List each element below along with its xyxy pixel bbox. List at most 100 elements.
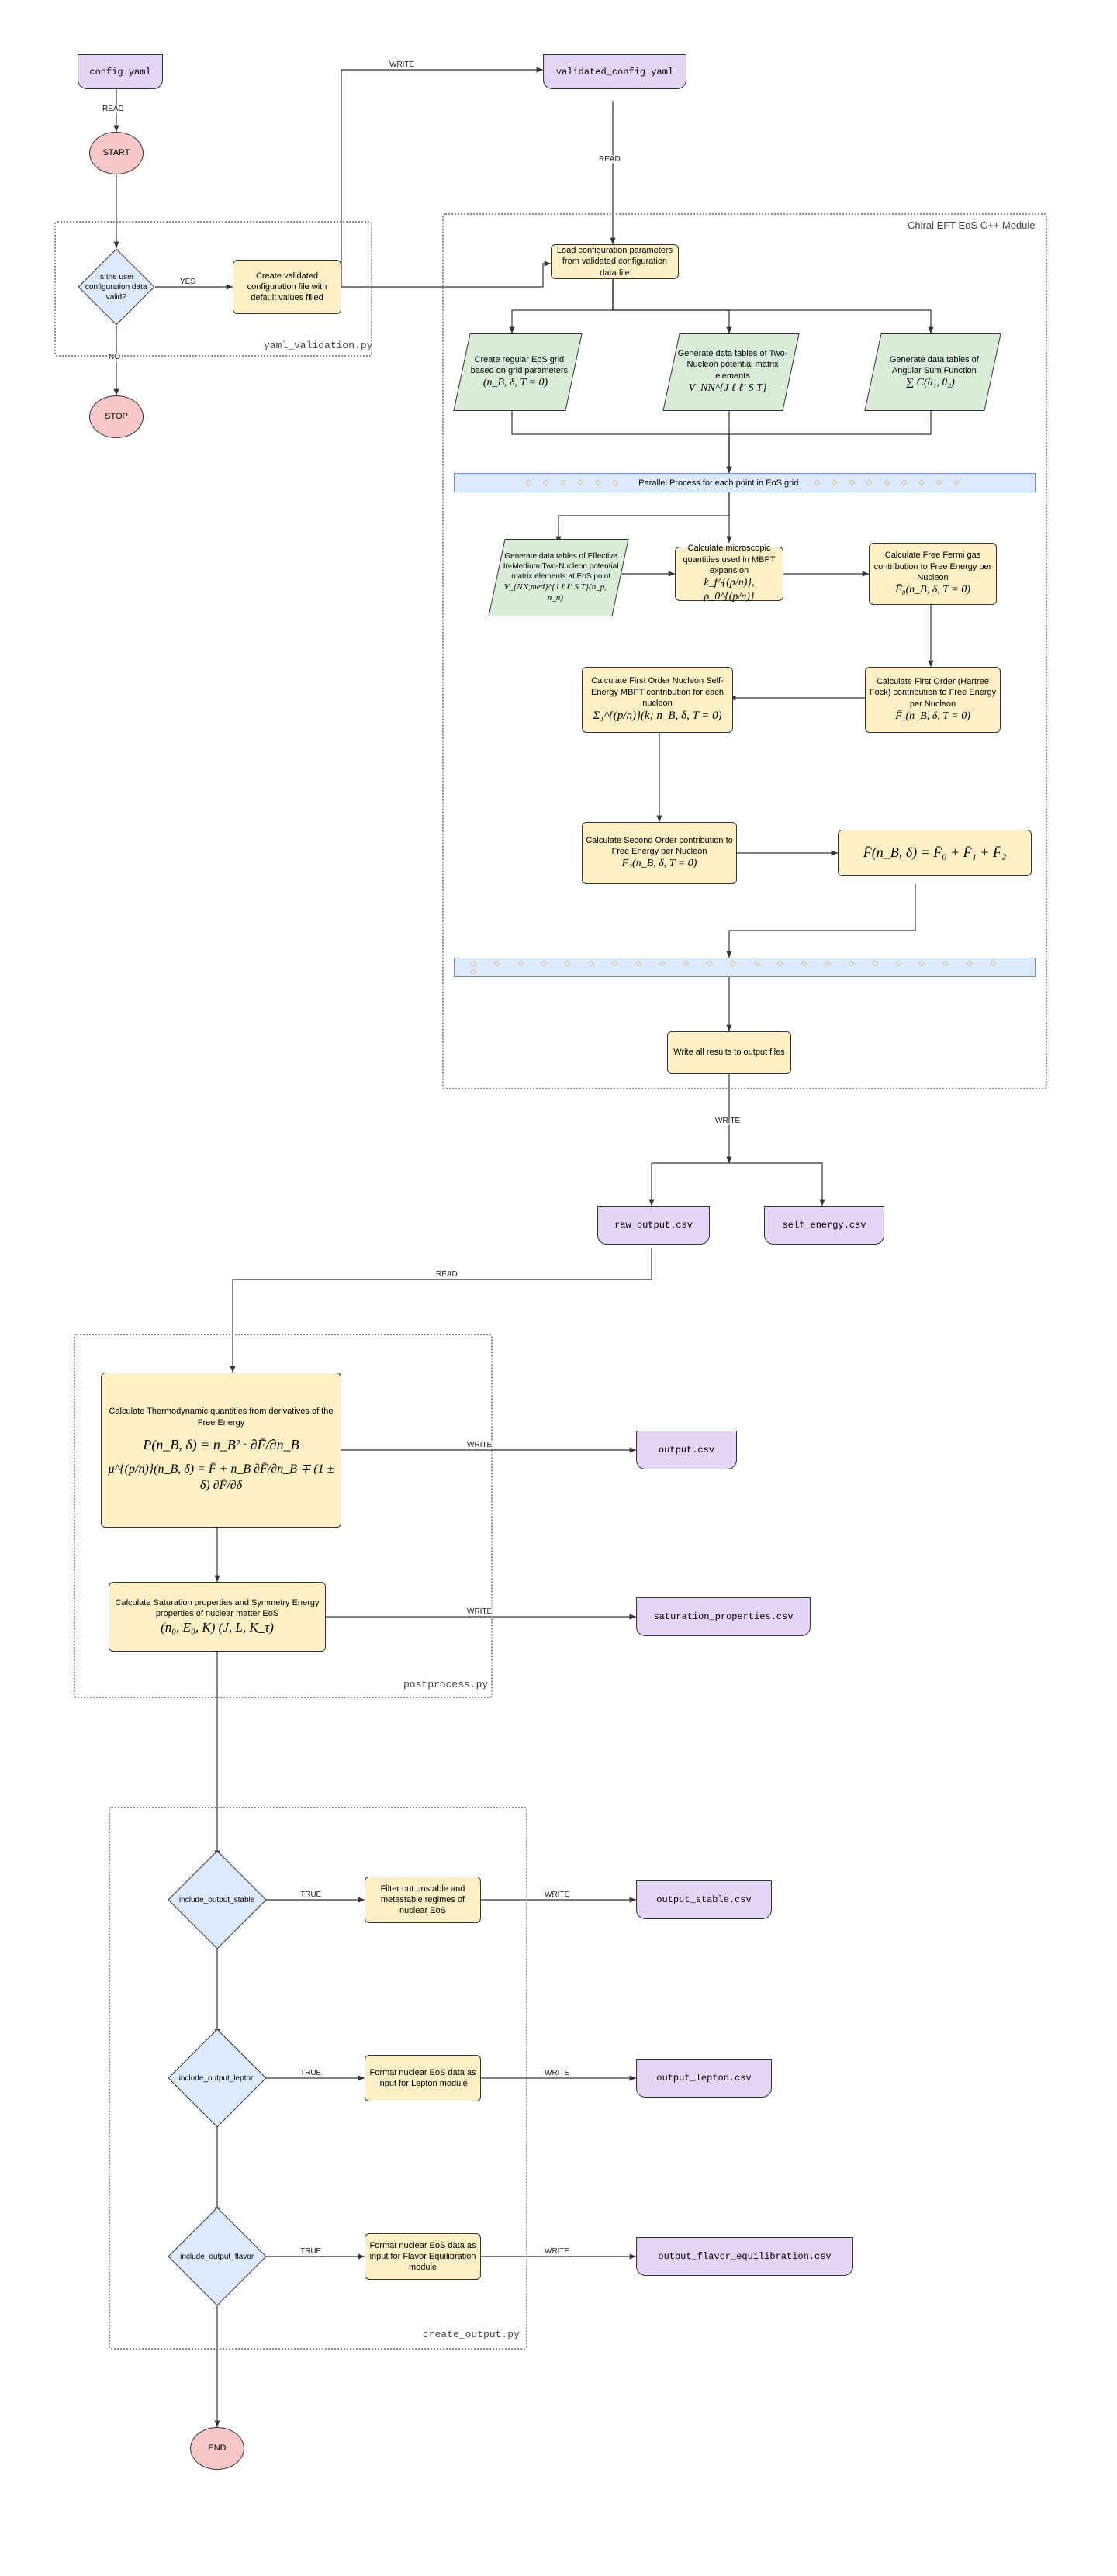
edge-read-1: READ <box>101 105 126 113</box>
formula-effective: V_{NN,med}^{J ℓ ℓ′ S T}(n_p, n_n) <box>497 582 614 604</box>
file-label: output_flavor_equilibration.csv <box>658 2251 831 2262</box>
edge-read-2: READ <box>597 155 622 164</box>
formula-twon: V_NN^{J ℓ ℓ′ S T} <box>671 382 783 395</box>
file-output-lepton: output_lepton.csv <box>636 2059 772 2098</box>
data-gen-twon: Generate data tables of Two-Nucleon pote… <box>662 333 799 411</box>
formula-f0: F̄₀(n_B, δ, T = 0) <box>895 583 970 597</box>
edge-write-output: WRITE <box>465 1441 493 1449</box>
formula-fsum: F̄(n_B, δ) = F̄₀ + F̄₁ + F̄₂ <box>863 844 1007 862</box>
group-label-validation: yaml_validation.py <box>264 340 372 351</box>
process-label: Calculate Free Fermi gas contribution to… <box>873 550 993 583</box>
data-gen-effective: Generate data tables of Effective In-Med… <box>488 539 628 616</box>
data-label: Generate data tables of Effective In-Med… <box>503 551 619 582</box>
process-calc-micro: Calculate microscopic quantities used in… <box>675 547 783 601</box>
parallel-decor-r: ◇ ◇ ◇ ◇ ◇ ◇ ◇ ◇ ◇ <box>814 478 963 487</box>
edge-true-stable: TRUE <box>299 1891 323 1899</box>
edge-read-rawoutput: READ <box>434 1270 459 1279</box>
decision-label: include_output_lepton <box>174 2074 261 2084</box>
file-self-energy: self_energy.csv <box>764 1206 884 1245</box>
formula-micro: k_f^{(p/n)}, ρ_0^{(p/n)} <box>679 576 780 604</box>
process-label: Format nuclear EoS data as input for Lep… <box>368 2067 477 2090</box>
edge-write-flavor: WRITE <box>543 2247 571 2256</box>
file-label: raw_output.csv <box>614 1220 693 1231</box>
edge-write-saturation: WRITE <box>465 1607 493 1616</box>
formula-chempot: μ^{(p/n)}(n_B, δ) = F̄ + n_B ∂F̄/∂n_B ∓ … <box>105 1462 337 1494</box>
process-format-lepton: Format nuclear EoS data as input for Lep… <box>365 2055 481 2101</box>
formula-saturation: (n₀, E₀, K) (J, L, K_τ) <box>161 1619 274 1636</box>
terminator-stop: STOP <box>89 395 144 438</box>
process-label: Calculate Thermodynamic quantities from … <box>105 1406 337 1428</box>
process-label: Calculate microscopic quantities used in… <box>679 543 780 576</box>
formula-f1: F̄₁(n_B, δ, T = 0) <box>895 710 970 723</box>
process-calc-f1: Calculate First Order (Hartree Fock) con… <box>865 667 1001 733</box>
data-create-grid: Create regular EoS grid based on grid pa… <box>453 333 582 411</box>
process-label: Calculate Saturation properties and Symm… <box>112 1597 322 1620</box>
file-validated-config: validated_config.yaml <box>543 54 686 89</box>
terminator-label: END <box>208 2443 226 2453</box>
process-calc-f0: Calculate Free Fermi gas contribution to… <box>869 543 997 605</box>
process-create-validated: Create validated configuration file with… <box>233 260 341 314</box>
parallel-decor: ◇ ◇ ◇ ◇ ◇ ◇ ◇ ◇ ◇ ◇ ◇ ◇ ◇ ◇ ◇ ◇ ◇ ◇ ◇ ◇ … <box>470 959 1019 976</box>
process-calc-saturation: Calculate Saturation properties and Symm… <box>109 1582 326 1652</box>
parallel-decor-l: ◇ ◇ ◇ ◇ ◇ ◇ <box>525 478 623 487</box>
group-label-cpp: Chiral EFT EoS C++ Module <box>908 219 1036 231</box>
decision-label: include_output_flavor <box>174 2252 261 2262</box>
file-output-stable: output_stable.csv <box>636 1880 772 1919</box>
edge-yes: YES <box>178 278 197 286</box>
parallel-bar-top: ◇ ◇ ◇ ◇ ◇ ◇ Parallel Process for each po… <box>454 473 1036 492</box>
terminator-label: START <box>102 147 130 158</box>
process-label: Filter out unstable and metastable regim… <box>368 1884 477 1917</box>
edge-true-lepton: TRUE <box>299 2069 323 2077</box>
file-output: output.csv <box>636 1431 737 1469</box>
data-gen-angular: Generate data tables of Angular Sum Func… <box>864 333 1001 411</box>
file-label: saturation_properties.csv <box>653 1611 793 1622</box>
group-label-postprocess: postprocess.py <box>403 1679 488 1690</box>
data-label: Generate data tables of Angular Sum Func… <box>878 354 991 377</box>
formula-angular: ∑ C(θ₁, θ₂) <box>874 376 987 390</box>
file-label: output.csv <box>659 1445 714 1455</box>
edge-no: NO <box>107 353 122 361</box>
edge-write-lepton: WRITE <box>543 2069 571 2077</box>
file-label: self_energy.csv <box>782 1220 866 1231</box>
file-config-yaml: config.yaml <box>78 54 163 89</box>
decision-label: Is the user configuration data valid? <box>84 272 149 302</box>
process-format-flavor: Format nuclear EoS data as input for Fla… <box>365 2233 481 2280</box>
file-label: validated_config.yaml <box>556 67 673 78</box>
parallel-label: Parallel Process for each point in EoS g… <box>638 478 798 488</box>
formula-f2: F̄₂(n_B, δ, T = 0) <box>622 857 697 871</box>
edge-write-results: WRITE <box>714 1117 742 1125</box>
process-label: Write all results to output files <box>673 1047 784 1058</box>
file-label: output_lepton.csv <box>656 2073 751 2084</box>
terminator-label: STOP <box>105 411 128 422</box>
decision-label: include_output_stable <box>174 1895 261 1905</box>
file-label: output_stable.csv <box>656 1894 751 1905</box>
terminator-end: END <box>190 2427 244 2470</box>
process-label: Load configuration parameters from valid… <box>555 245 675 278</box>
formula-grid: (n_B, δ, T = 0) <box>463 376 568 390</box>
process-label: Create validated configuration file with… <box>237 271 337 304</box>
file-output-flavor: output_flavor_equilibration.csv <box>636 2237 853 2276</box>
process-label: Calculate Second Order contribution to F… <box>586 835 733 858</box>
edge-true-flavor: TRUE <box>299 2247 323 2256</box>
process-filter-stable: Filter out unstable and metastable regim… <box>365 1877 481 1923</box>
process-calc-thermo: Calculate Thermodynamic quantities from … <box>101 1373 341 1528</box>
process-label: Calculate First Order (Hartree Fock) con… <box>869 676 997 710</box>
formula-selfenergy: Σ₁^{(p/n)}(k; n_B, δ, T = 0) <box>593 709 721 724</box>
data-label: Create regular EoS grid based on grid pa… <box>467 354 572 377</box>
edge-write-validated: WRITE <box>388 60 416 69</box>
process-calc-f2: Calculate Second Order contribution to F… <box>582 822 737 884</box>
formula-pressure: P(n_B, δ) = n_B² · ∂F̄/∂n_B <box>143 1436 299 1454</box>
process-calc-selfenergy: Calculate First Order Nucleon Self-Energ… <box>582 667 733 733</box>
file-saturation: saturation_properties.csv <box>636 1597 811 1636</box>
group-label-create-output: create_output.py <box>423 2329 520 2340</box>
parallel-bar-bottom: ◇ ◇ ◇ ◇ ◇ ◇ ◇ ◇ ◇ ◇ ◇ ◇ ◇ ◇ ◇ ◇ ◇ ◇ ◇ ◇ … <box>454 958 1036 977</box>
edge-write-stable: WRITE <box>543 1891 571 1899</box>
process-f-sum: F̄(n_B, δ) = F̄₀ + F̄₁ + F̄₂ <box>838 830 1032 876</box>
process-load-config: Load configuration parameters from valid… <box>551 244 679 279</box>
process-label: Format nuclear EoS data as input for Fla… <box>368 2240 477 2274</box>
file-raw-output: raw_output.csv <box>597 1206 710 1245</box>
terminator-start: START <box>89 132 144 174</box>
data-label: Generate data tables of Two-Nucleon pote… <box>676 348 789 382</box>
file-label: config.yaml <box>89 67 150 78</box>
process-label: Calculate First Order Nucleon Self-Energ… <box>586 675 729 709</box>
